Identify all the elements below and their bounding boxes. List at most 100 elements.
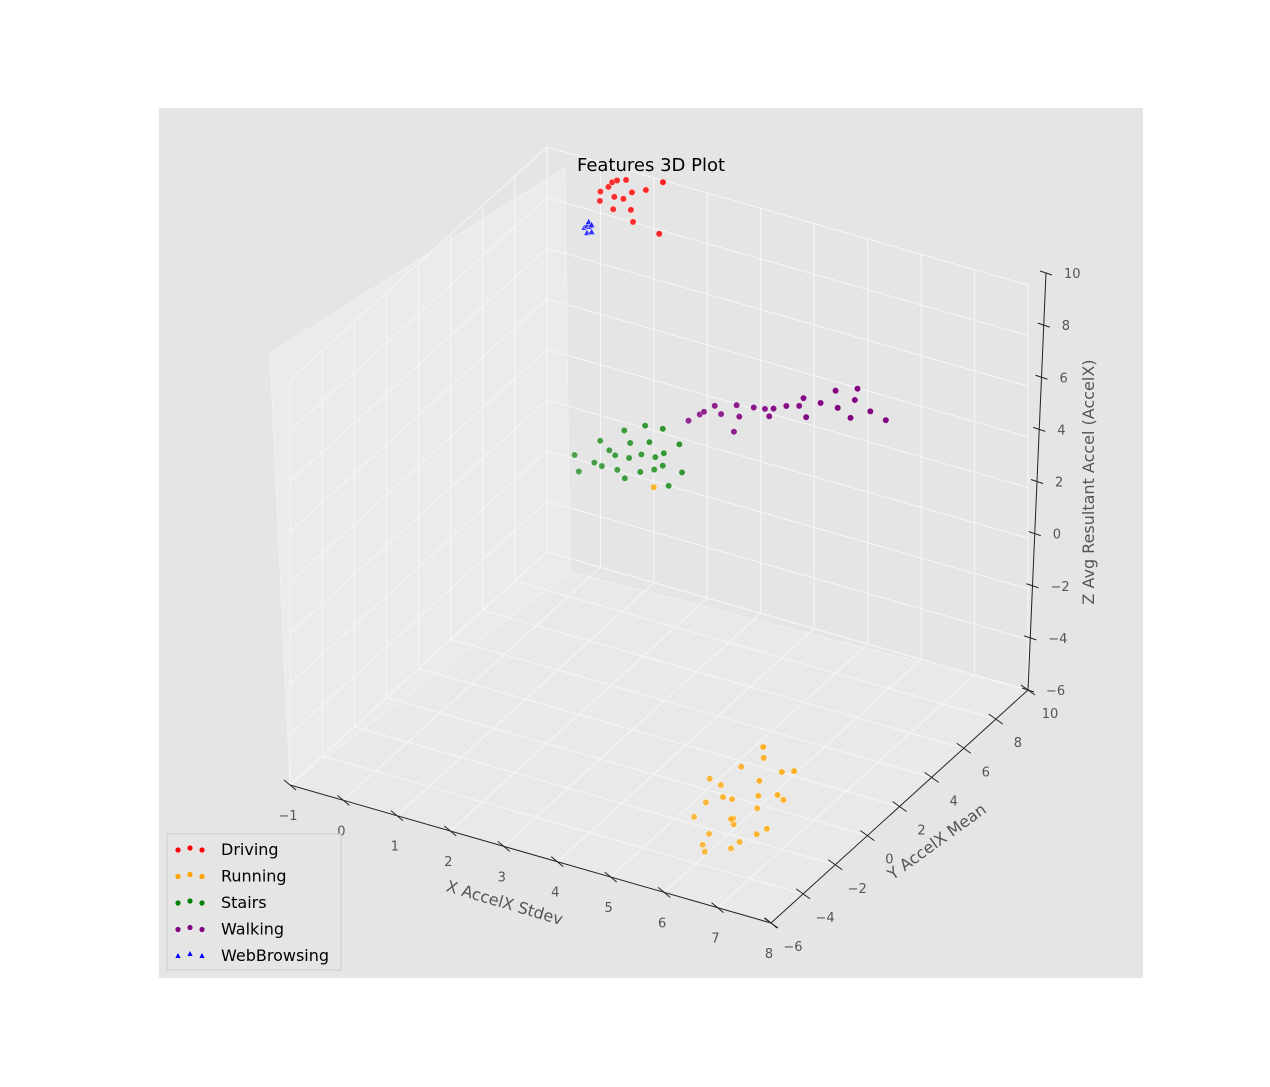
legend-item-webbrowsing: WebBrowsing	[175, 946, 329, 965]
z-tick-label: 6	[1060, 371, 1068, 386]
legend-marker	[199, 847, 205, 853]
point-running	[706, 775, 714, 783]
point-driving	[659, 178, 667, 186]
point-running	[705, 830, 713, 838]
point-walking	[847, 414, 855, 422]
point-stairs	[678, 468, 686, 476]
point-running	[763, 825, 771, 833]
legend-marker	[187, 871, 193, 878]
point-stairs	[611, 451, 619, 459]
legend-label: Running	[221, 867, 287, 886]
point-running	[717, 781, 725, 789]
z-grid-line	[546, 146, 1029, 286]
z-grid-line	[546, 450, 1029, 590]
point-running	[774, 791, 782, 799]
point-walking	[750, 403, 758, 411]
point-walking	[882, 416, 890, 424]
x-tick-mark	[390, 810, 404, 822]
point-walking	[866, 407, 874, 415]
point-stairs	[637, 450, 645, 458]
z-tick-mark	[1021, 687, 1035, 693]
legend-box	[166, 833, 342, 971]
axes: −1 0 1 2 3 4 5 6 7 8 −6 −4 −2 0 2 4 6 8 10 −6 −4 −2 0 2 4 6 8 10	[278, 267, 1080, 962]
point-running	[755, 777, 763, 785]
point-stairs	[571, 451, 579, 459]
z-tick-mark	[1024, 635, 1037, 641]
x-tick-mark	[444, 825, 457, 837]
y-tick-mark	[924, 771, 939, 783]
z-tick-label: −6	[1046, 684, 1065, 699]
legend: Driving Running Stairs Walking WebBrowsing	[166, 833, 342, 971]
x-tick-label: 7	[711, 932, 719, 947]
z-tick-label: 4	[1057, 423, 1065, 438]
y-grid-line	[418, 668, 900, 807]
point-walking	[854, 385, 862, 393]
x-tick-mark	[497, 840, 511, 852]
point-stairs	[659, 462, 667, 470]
point-running	[719, 793, 727, 801]
z-tick-mark	[1030, 479, 1044, 484]
x-tick-label: 1	[391, 840, 399, 855]
z-tick-mark	[1028, 531, 1041, 537]
legend-label: Driving	[221, 840, 279, 859]
z-grid-line	[546, 298, 1029, 438]
y-tick-label: 8	[1014, 736, 1022, 751]
x-tick-mark	[657, 886, 671, 898]
y-grid-line	[386, 697, 868, 837]
y-grid-line	[514, 580, 997, 720]
z-tick-mark	[1033, 426, 1046, 432]
y-tick-mark	[827, 859, 843, 871]
legend-marker	[175, 953, 181, 958]
point-walking	[700, 408, 708, 416]
legend-marker	[187, 924, 193, 931]
grid-lines	[289, 146, 1029, 924]
point-walking	[770, 405, 778, 413]
point-driving	[613, 176, 621, 184]
point-walking	[799, 394, 807, 402]
legend-marker	[175, 873, 181, 880]
y-tick-label: 0	[885, 853, 893, 868]
legend-marker	[199, 873, 205, 880]
point-driving	[610, 193, 618, 201]
x-tick-mark	[283, 779, 297, 791]
point-running	[759, 743, 767, 751]
data-points	[571, 176, 890, 856]
z-grid-line	[289, 247, 548, 482]
point-walking	[832, 387, 840, 395]
y-tick-mark	[795, 888, 811, 900]
point-driving	[622, 176, 630, 184]
x-tick-label: 0	[337, 824, 345, 839]
point-walking	[717, 410, 725, 418]
point-driving	[629, 218, 637, 226]
z-tick-mark	[1039, 270, 1053, 276]
point-stairs	[598, 462, 606, 470]
point-walking	[834, 404, 842, 412]
x-tick-mark	[711, 902, 724, 914]
x-tick-label: 5	[605, 901, 613, 916]
point-driving	[627, 206, 635, 214]
x-tick-mark	[604, 871, 617, 883]
legend-label: Stairs	[221, 893, 267, 912]
point-running	[753, 830, 761, 838]
point-running	[753, 804, 761, 812]
point-walking	[782, 402, 790, 410]
legend-marker	[199, 900, 205, 906]
point-driving	[609, 205, 617, 213]
x-tick-label: −1	[278, 809, 297, 824]
y-tick-mark	[892, 801, 907, 812]
x-tick-label: 6	[658, 916, 666, 931]
z-grid-line	[289, 146, 548, 381]
x-tick-label: 4	[551, 886, 559, 901]
point-running	[779, 796, 787, 804]
y-grid-line	[482, 609, 964, 749]
point-walking	[684, 417, 692, 425]
point-walking	[795, 402, 803, 410]
point-webbrowsing	[587, 227, 596, 235]
z-grid-line	[546, 247, 1029, 387]
point-walking	[817, 399, 825, 407]
x-tick-label: 2	[444, 855, 452, 870]
point-running	[737, 763, 745, 771]
point-stairs	[575, 467, 583, 475]
x-tick-mark	[337, 794, 350, 806]
